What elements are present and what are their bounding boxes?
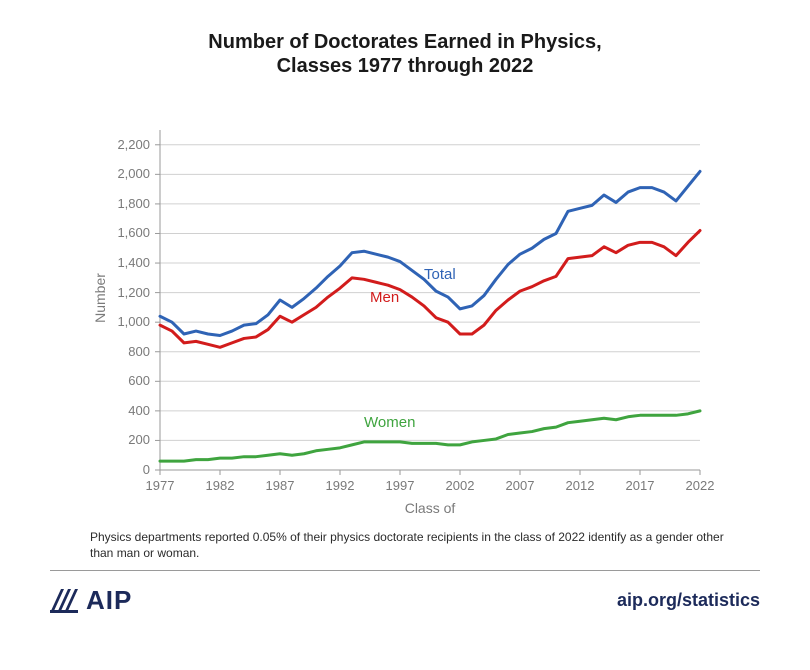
y-tick-label: 1,800	[117, 196, 150, 211]
x-tick-label: 1992	[322, 478, 358, 493]
chart-container: Number of Doctorates Earned in Physics, …	[0, 0, 810, 670]
x-tick-label: 1987	[262, 478, 298, 493]
series-label-men: Men	[370, 289, 399, 306]
x-axis-label: Class of	[390, 500, 470, 516]
x-tick-label: 1997	[382, 478, 418, 493]
y-tick-label: 1,000	[117, 314, 150, 329]
x-tick-label: 2002	[442, 478, 478, 493]
y-tick-label: 1,600	[117, 225, 150, 240]
series-women	[160, 411, 700, 461]
series-label-total: Total	[424, 266, 456, 283]
y-tick-label: 400	[128, 403, 150, 418]
y-tick-label: 1,200	[117, 285, 150, 300]
y-tick-label: 1,400	[117, 255, 150, 270]
footer-divider	[50, 570, 760, 571]
aip-logo-icon	[50, 589, 78, 613]
x-tick-label: 2017	[622, 478, 658, 493]
y-tick-label: 600	[128, 373, 150, 388]
aip-logo-text: AIP	[86, 585, 132, 616]
stats-link[interactable]: aip.org/statistics	[617, 590, 760, 611]
aip-logo: AIP	[50, 585, 132, 616]
y-tick-label: 2,200	[117, 137, 150, 152]
series-label-women: Women	[364, 414, 415, 431]
y-tick-label: 800	[128, 344, 150, 359]
y-tick-label: 200	[128, 432, 150, 447]
x-tick-label: 2012	[562, 478, 598, 493]
y-tick-label: 0	[143, 462, 150, 477]
x-tick-label: 2022	[682, 478, 718, 493]
x-tick-label: 2007	[502, 478, 538, 493]
x-tick-label: 1977	[142, 478, 178, 493]
x-tick-label: 1982	[202, 478, 238, 493]
y-tick-label: 2,000	[117, 166, 150, 181]
footnote: Physics departments reported 0.05% of th…	[90, 530, 730, 561]
series-men	[160, 231, 700, 348]
